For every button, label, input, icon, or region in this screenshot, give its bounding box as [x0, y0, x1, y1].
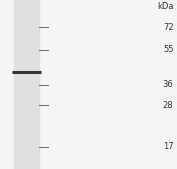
Text: 36: 36	[163, 80, 173, 89]
Text: 55: 55	[163, 45, 173, 54]
Text: kDa: kDa	[157, 2, 173, 11]
Text: 17: 17	[163, 142, 173, 151]
Text: 72: 72	[163, 23, 173, 32]
Text: 28: 28	[163, 101, 173, 110]
